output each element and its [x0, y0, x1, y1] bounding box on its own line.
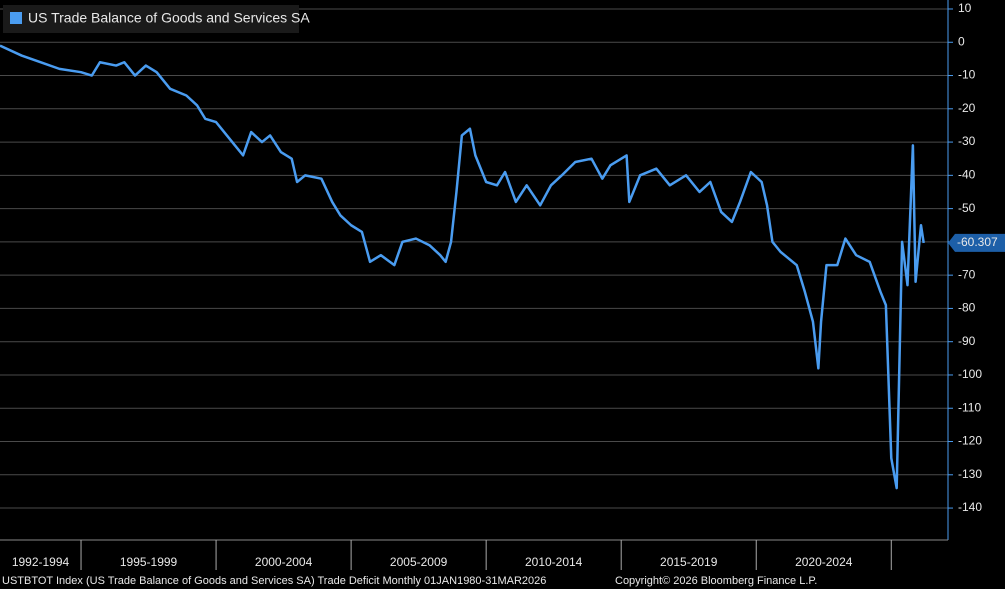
- data-line: [0, 44, 925, 490]
- footer: USTBTOT Index (US Trade Balance of Goods…: [2, 575, 546, 587]
- x-tick-label: 2010-2014: [525, 555, 583, 569]
- y-tick-label: -70: [958, 267, 976, 281]
- y-tick-label: -50: [958, 201, 976, 215]
- legend-label: US Trade Balance of Goods and Services S…: [28, 10, 310, 26]
- y-tick-label: -20: [958, 101, 976, 115]
- y-tick-label: -120: [958, 434, 982, 448]
- y-tick-label: -40: [958, 168, 976, 182]
- last-value-label: -60.307: [957, 235, 998, 249]
- x-tick-label: 2015-2019: [660, 555, 718, 569]
- y-tick-label: -10: [958, 68, 976, 82]
- y-tick-label: -90: [958, 334, 976, 348]
- y-tick-label: -100: [958, 367, 982, 381]
- y-tick-label: 10: [958, 1, 972, 15]
- last-value-tag: [948, 233, 1005, 252]
- y-tick-label: -30: [958, 134, 976, 148]
- x-tick-label: 2005-2009: [390, 555, 448, 569]
- x-tick-label: 1995-1999: [120, 555, 178, 569]
- y-tick-label: -80: [958, 301, 976, 315]
- x-tick-label: 1992-1994: [12, 555, 70, 569]
- y-tick-label: -130: [958, 467, 982, 481]
- legend-swatch: [10, 12, 22, 24]
- legend-box: [3, 5, 299, 33]
- y-tick-label: 0: [958, 34, 965, 48]
- x-tick-label: 2000-2004: [255, 555, 313, 569]
- copyright: Copyright© 2026 Bloomberg Finance L.P.: [615, 575, 817, 587]
- x-tick-label: 2020-2024: [795, 555, 853, 569]
- y-tick-label: -110: [958, 400, 981, 414]
- y-tick-label: -140: [958, 500, 982, 514]
